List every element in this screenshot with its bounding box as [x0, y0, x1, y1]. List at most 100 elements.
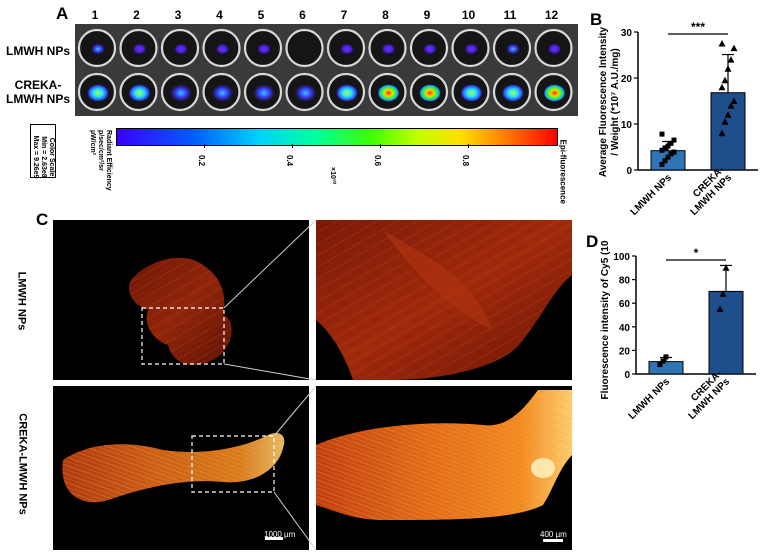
scalebar-right [543, 539, 563, 542]
colorbar-tick-label: 0.2 [197, 154, 207, 167]
units-line3: µW/cm² [89, 130, 96, 156]
data-point [665, 143, 671, 149]
fluorescence-spot [419, 84, 441, 102]
y-tick-label: 100 [613, 252, 630, 263]
fluorescence-spot [253, 84, 275, 102]
chart-d: 0 20 40 60 80 100 LMWH NPs CREKA-LMWH NPs * Fluor… [600, 240, 756, 422]
colorbar-tick-label: 0.8 [461, 154, 471, 167]
data-point [724, 111, 732, 118]
fluorescence-spot [543, 84, 566, 102]
plate-column-2: 2 [133, 8, 140, 22]
plate-background [75, 24, 578, 116]
fluorescence-spot [170, 84, 192, 102]
y-axis-label: Average Fluorescence Intensity / Weight (… [598, 26, 621, 177]
plate-column-12: 12 [544, 8, 559, 22]
fluorescence-spot [377, 84, 400, 102]
svg-text:/ Weight (*10⁷ A.U./mg): / Weight (*10⁷ A.U./mg) [610, 48, 621, 155]
y-tick-label: 80 [619, 276, 631, 287]
x-tick-label: CREKA-LMWH NPs [687, 369, 733, 422]
data-point [718, 40, 726, 47]
plate-row2-label: CREKA- LMWH NPs [2, 78, 74, 106]
plate-column-numbers: 1 2 3 4 5 6 7 8 9 10 11 12 [75, 8, 575, 24]
scalebar-left [265, 537, 283, 540]
data-point [724, 65, 732, 72]
colorbar-tick [380, 144, 381, 148]
zoom-box-bottom [191, 435, 275, 493]
plate-column-9: 9 [423, 8, 431, 22]
y-axis-label: Fluorescence intensity of Cy5 (10⁶) [600, 240, 611, 399]
fluorescence-spot [423, 43, 437, 55]
y-tick-label: 60 [619, 299, 631, 310]
y-tick-label: 20 [621, 74, 633, 85]
fluorescence-spot [464, 43, 479, 55]
panel-c-row1-label: LMWH NPs [15, 271, 28, 331]
plate-column-4: 4 [216, 8, 223, 22]
colorbar-tick-label: 0.6 [373, 154, 383, 167]
fluorescence-spot [215, 43, 230, 55]
y-tick-label: 0 [626, 166, 632, 177]
data-point [671, 149, 677, 155]
bar [708, 290, 744, 375]
data-point [727, 102, 735, 109]
units-line2: p/sec/cm²/sr [97, 130, 104, 171]
data-point [730, 44, 738, 52]
colorbar-tick [204, 144, 205, 148]
y-tick-label: 10 [621, 120, 633, 131]
data-point [660, 358, 666, 364]
panel-letter-a: A [56, 4, 69, 23]
fluorescence-spot [211, 84, 234, 102]
y-tick-label: 40 [619, 323, 631, 334]
data-point [718, 83, 726, 91]
panel-letter-b: B [590, 10, 603, 29]
svg-text:LMWH NPs: LMWH NPs [627, 376, 673, 422]
plate-column-1: 1 [91, 8, 99, 22]
color-scale-title: Color Scale [48, 137, 55, 177]
data-point [668, 151, 674, 157]
data-point [727, 56, 735, 63]
fluorescence-spot [174, 43, 188, 55]
data-point [668, 140, 674, 146]
data-point [721, 118, 729, 125]
fluorescence-spot [460, 84, 483, 102]
fluorescence-spot [336, 84, 358, 102]
fluorescence-spot [502, 84, 524, 102]
panel-letter-c: C [36, 210, 49, 229]
data-point [716, 305, 724, 313]
data-point [657, 362, 663, 368]
data-point [719, 290, 727, 297]
radiant-efficiency-units: Radiant Efficiency p/sec/cm²/sr µW/cm² [88, 130, 112, 230]
data-point [663, 354, 669, 360]
panel-c-row2-label: CREKA-LMWH NPs [16, 413, 29, 515]
svg-text:LMWH NPs: LMWH NPs [629, 172, 675, 218]
data-point [659, 131, 665, 137]
bar [710, 92, 746, 171]
data-point [659, 161, 665, 167]
svg-text:Average Fluorescence Intensity: Average Fluorescence Intensity [598, 26, 609, 177]
plate-row2-label-line1: CREKA- [14, 78, 62, 92]
data-point [662, 145, 668, 151]
plate-column-3: 3 [174, 8, 182, 22]
plate-column-11: 11 [503, 8, 517, 22]
data-point [671, 137, 677, 143]
colorbar-ticks: 0.2 0.4 0.6 0.8 [116, 144, 556, 184]
fluorescence-spot [294, 84, 317, 102]
x-tick-label: LMWH NPs [627, 376, 673, 422]
units-line1: Radiant Efficiency [105, 130, 112, 191]
data-point [730, 97, 738, 104]
data-point [718, 129, 726, 137]
x-tick-label: CREKA-LMWH NPs [689, 165, 735, 218]
significance-label: * [694, 246, 699, 260]
plate-column-10: 10 [461, 8, 476, 22]
scalebar-left-label: 1000 µm [264, 530, 296, 539]
colorbar-mode: Epi-fluorescence [558, 139, 568, 204]
fluorescence-spot [91, 43, 105, 55]
panel-letter-d: D [586, 232, 599, 251]
significance-label: *** [691, 20, 705, 34]
y-tick-label: 30 [621, 28, 633, 39]
bar [648, 361, 684, 375]
fluorescence-spot [128, 84, 151, 102]
plate-column-8: 8 [382, 8, 389, 22]
data-point [665, 154, 671, 160]
data-point [659, 147, 665, 153]
microscopy-composite [53, 220, 572, 550]
